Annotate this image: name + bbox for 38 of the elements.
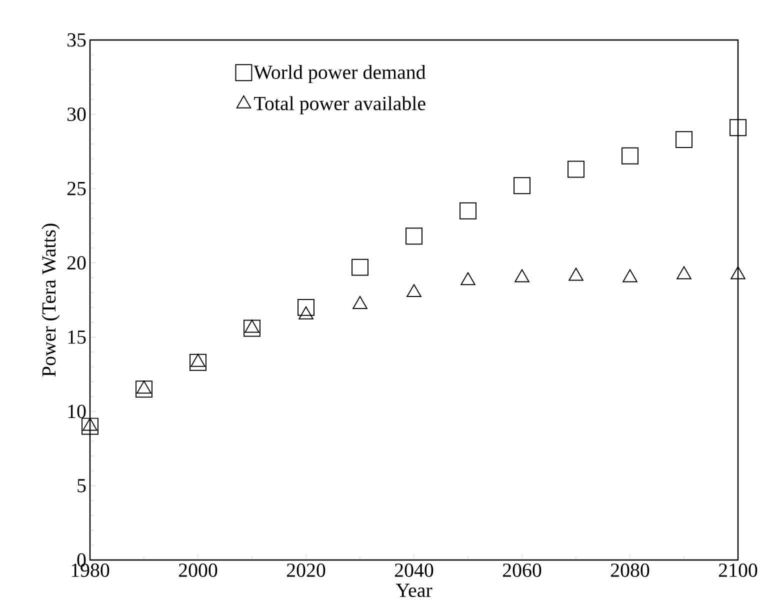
x-tick-label: 2000 [178, 564, 218, 577]
point [568, 268, 584, 281]
point [676, 131, 692, 148]
point [730, 266, 746, 280]
point [82, 418, 98, 431]
y-tick-label: 5 [78, 479, 86, 492]
x-tick-label: 2040 [394, 564, 434, 577]
y-tick-label: 25 [67, 182, 86, 196]
point [460, 272, 476, 286]
point [460, 202, 476, 220]
point [514, 269, 530, 282]
point [352, 296, 368, 309]
y-tick-label: 20 [67, 256, 86, 270]
x-tick-label: 2080 [610, 564, 650, 577]
legend-label: Total power available [254, 96, 426, 114]
legend-label: World power demand [254, 64, 426, 84]
y-tick-label: 15 [68, 330, 86, 344]
point [298, 298, 314, 316]
x-tick-label: 2020 [286, 564, 326, 577]
point [298, 306, 314, 320]
point [406, 228, 422, 245]
x-tick-label: 2100 [718, 564, 758, 577]
y-axis-title: Power (Tera Watts) [42, 224, 60, 376]
x-tick-label: 2060 [502, 564, 542, 577]
x-axis-title: Year [396, 584, 432, 598]
point [622, 147, 638, 164]
point [406, 284, 422, 298]
point [568, 160, 584, 178]
y-tick-label: 10 [68, 404, 86, 418]
point [352, 258, 368, 276]
point [514, 177, 530, 194]
y-tick-label: 35 [68, 33, 86, 47]
point [676, 266, 692, 280]
y-tick-label: 30 [68, 108, 86, 121]
point [136, 380, 152, 394]
point [622, 269, 638, 282]
point [190, 354, 206, 367]
point [730, 119, 746, 136]
